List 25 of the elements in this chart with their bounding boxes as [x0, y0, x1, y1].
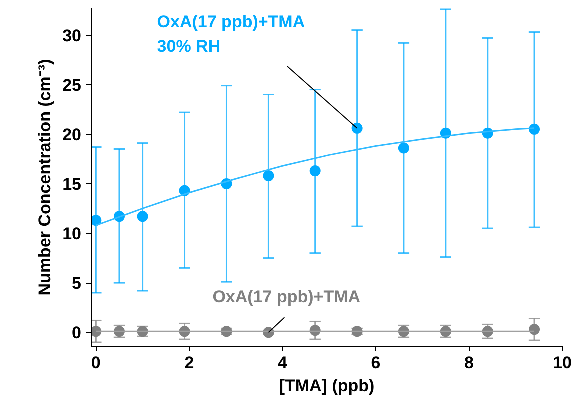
y-tick-label: 0 [72, 324, 82, 343]
x-axis-title: [TMA] (ppb) [279, 376, 375, 396]
x-tick-label: 0 [91, 354, 101, 372]
point [263, 170, 274, 182]
y-tick-label: 25 [62, 76, 82, 95]
point [352, 122, 363, 134]
y-tick-label: 20 [62, 125, 82, 144]
x-tick-label: 6 [371, 354, 381, 372]
point [92, 215, 102, 226]
x-tick-label: 4 [278, 354, 288, 372]
y-tick-label: 30 [62, 26, 82, 46]
point [529, 324, 540, 336]
y-tick-label: 10 [62, 224, 82, 244]
y-tick-label: 15 [62, 174, 82, 194]
x-tick-label: 10 [553, 354, 572, 372]
point [529, 124, 540, 135]
annotation: OxA(17 ppb)+TMA [212, 288, 361, 307]
point [398, 142, 410, 154]
x-tick-label: 2 [184, 354, 194, 372]
point [137, 211, 148, 222]
y-tick-label: 5 [72, 274, 82, 294]
annotation: OxA(17 ppb)+TMA 30% RH [157, 12, 306, 56]
y-axis-title: Number Concentration (cm⁻³) [36, 59, 55, 296]
point [310, 166, 321, 177]
x-tick-label: 8 [464, 354, 474, 372]
